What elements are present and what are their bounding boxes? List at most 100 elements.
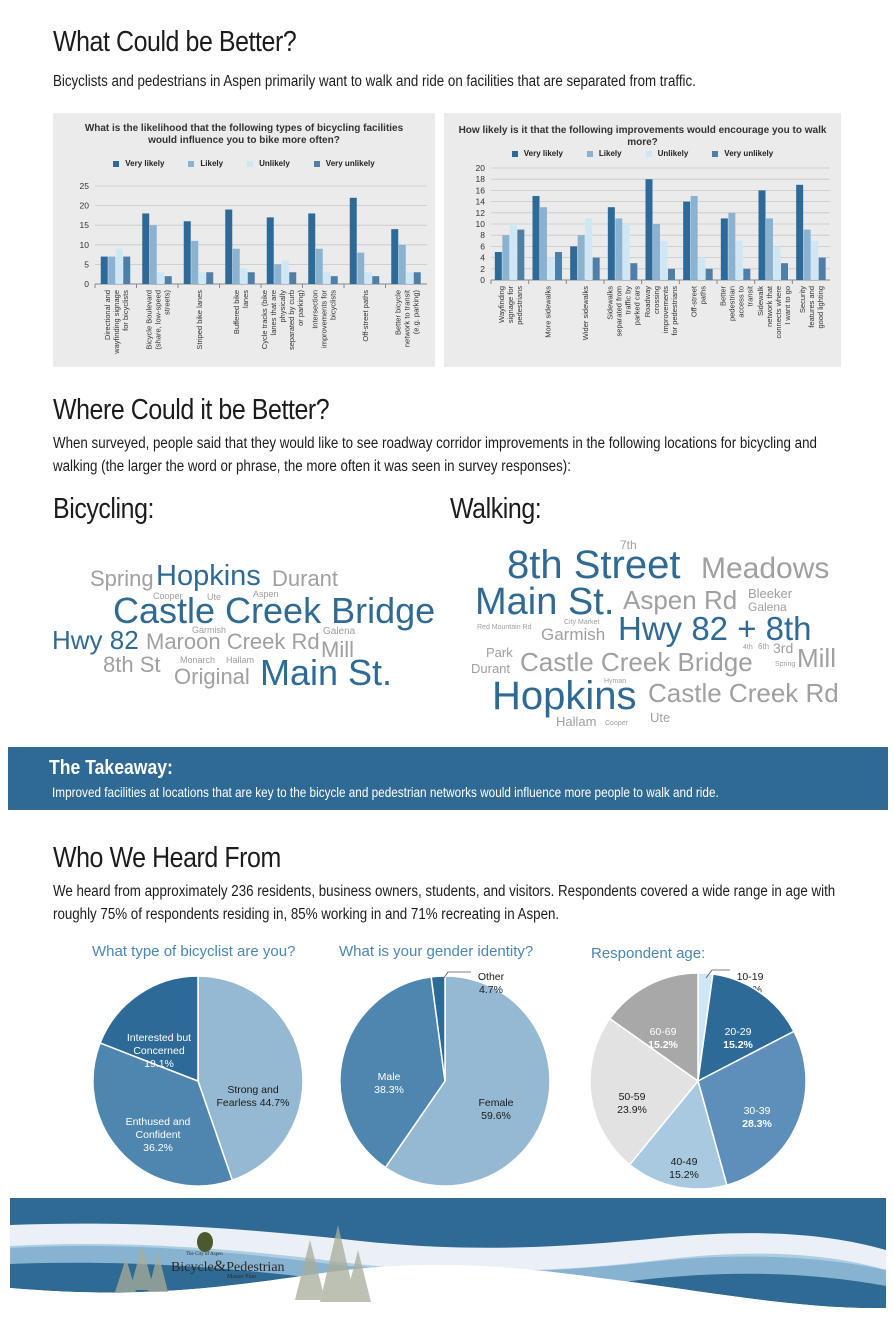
legend-swatch xyxy=(586,150,593,157)
word: 6th xyxy=(758,642,770,651)
logo-word-bicycle: Bicycle xyxy=(171,1260,214,1275)
word: Red Mountain Rd xyxy=(477,624,532,631)
bar xyxy=(149,225,157,284)
bar xyxy=(532,196,540,280)
tree-group-left xyxy=(115,1245,168,1292)
y-tick-label: 5 xyxy=(84,259,89,269)
bar xyxy=(183,221,191,284)
word: Durant xyxy=(272,566,339,591)
word: Spring xyxy=(90,566,154,591)
legend-very-likely: Very likely xyxy=(113,159,164,168)
x-tick-label: Cycle tracks (bike lanes that are physical… xyxy=(260,290,305,351)
bike-facilities-chart-panel: What is the likelihood that the followin… xyxy=(53,113,435,367)
x-tick-label-line: good lighting xyxy=(816,286,825,329)
word: Hallam xyxy=(226,655,255,665)
bar xyxy=(206,272,214,284)
y-tick-label: 6 xyxy=(480,241,485,251)
x-tick-label-line: network to transit xyxy=(402,289,411,347)
word: Bleeker xyxy=(748,586,793,601)
bar xyxy=(315,248,323,284)
x-tick-label-line: for bicyclists xyxy=(121,290,130,331)
bar xyxy=(811,240,819,280)
wave-base xyxy=(10,1264,886,1331)
bar xyxy=(592,257,600,280)
bar xyxy=(577,235,585,280)
legend-very-likely: Very likely xyxy=(511,149,563,158)
slice-label: Enthused and xyxy=(126,1116,191,1128)
bar xyxy=(607,207,615,280)
bar xyxy=(406,272,414,284)
word: Cooper xyxy=(153,591,183,601)
y-tick-label: 20 xyxy=(476,163,486,173)
bar xyxy=(413,272,421,284)
pie-slice xyxy=(608,972,699,1083)
slice-label: 30-39 xyxy=(744,1105,771,1117)
word: Ute xyxy=(207,592,222,602)
footer-wave xyxy=(10,1198,886,1331)
slice-label: Other xyxy=(478,971,505,983)
tree-group-right xyxy=(295,1225,371,1302)
x-tick-label-line: physically xyxy=(278,290,287,323)
bar xyxy=(683,201,691,280)
section-intro: When surveyed, people said that they wou… xyxy=(53,435,817,475)
y-tick-label: 2 xyxy=(480,264,485,274)
bar xyxy=(818,257,826,280)
x-tick-label-line: lanes xyxy=(241,290,250,308)
bar xyxy=(142,213,150,284)
x-tick-label: Roadway crossing improvements for pedestria… xyxy=(643,286,679,336)
bar xyxy=(266,217,274,284)
slice-label: Confident xyxy=(136,1129,181,1141)
bar xyxy=(766,218,773,280)
slice-label: 59.6% xyxy=(481,1110,511,1122)
walking-heading: Walking: xyxy=(450,493,542,525)
bar xyxy=(289,272,297,284)
slice-label: 36.2% xyxy=(143,1142,173,1154)
x-tick-label: Sidewalk network that connects where I want… xyxy=(756,285,792,338)
word: Castle Creek Rd xyxy=(648,678,839,708)
x-tick-label: Intersection improvements for bicyclists xyxy=(310,290,337,348)
x-tick-label-line: Bicycle Boulevard xyxy=(144,290,153,350)
chart-title: How likely is it that the following impr… xyxy=(458,125,827,148)
leader-line xyxy=(440,971,471,983)
word: Hwy 82 xyxy=(52,625,139,655)
bar xyxy=(720,218,728,280)
slice-label: Interested but xyxy=(127,1032,191,1044)
bar xyxy=(398,244,406,284)
word: Galena xyxy=(748,600,787,614)
bar xyxy=(630,263,638,280)
word: Durant xyxy=(471,661,511,676)
bar xyxy=(191,240,199,284)
word: Mill xyxy=(321,637,354,662)
x-tick-label-line: I want to go xyxy=(783,286,792,325)
slice-label: 38.3% xyxy=(374,1084,404,1096)
x-tick-label-line: network that xyxy=(765,285,774,327)
word: Main St. xyxy=(260,652,393,693)
word: 7th xyxy=(620,538,637,552)
pie-slice xyxy=(697,1030,807,1187)
x-tick-label: Striped bike lanes xyxy=(195,290,204,350)
pie-slice xyxy=(339,976,446,1169)
x-tick-label-line: (e.g. parking) xyxy=(411,289,420,334)
section-title-who-we-heard-from: Who We Heard From xyxy=(53,842,281,874)
bar xyxy=(330,276,338,284)
bar xyxy=(225,209,233,284)
x-tick-label-line: traffic by xyxy=(623,286,632,314)
x-tick-label-line: paths xyxy=(699,286,708,305)
section-intro: We heard from approximately 236 resident… xyxy=(53,883,836,923)
word: Park xyxy=(486,645,513,660)
bar xyxy=(803,229,811,280)
slice-label: 23.9% xyxy=(617,1104,647,1116)
legend-unlikely: Unlikely xyxy=(645,149,688,158)
x-tick-label-line: separated by curb xyxy=(287,290,296,350)
bar xyxy=(773,246,781,280)
word: Meadows xyxy=(701,552,830,585)
y-tick-label: 10 xyxy=(476,219,486,229)
x-tick-label-line: lanes that are xyxy=(269,290,278,335)
legend-swatch xyxy=(645,150,652,157)
bike-facilities-bar-chart: 0 5 10 15 20 25 Directional and wayfinding sign… xyxy=(80,181,427,355)
y-tick-label: 8 xyxy=(480,230,485,240)
y-tick-label: 20 xyxy=(80,201,90,211)
word: Hopkins xyxy=(492,674,637,718)
word: Castle Creek Bridge xyxy=(113,590,436,631)
chart-title: What is the likelihood that the followin… xyxy=(84,123,404,146)
